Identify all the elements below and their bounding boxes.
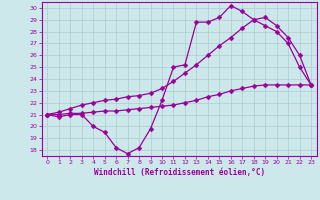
X-axis label: Windchill (Refroidissement éolien,°C): Windchill (Refroidissement éolien,°C) [94,168,265,177]
